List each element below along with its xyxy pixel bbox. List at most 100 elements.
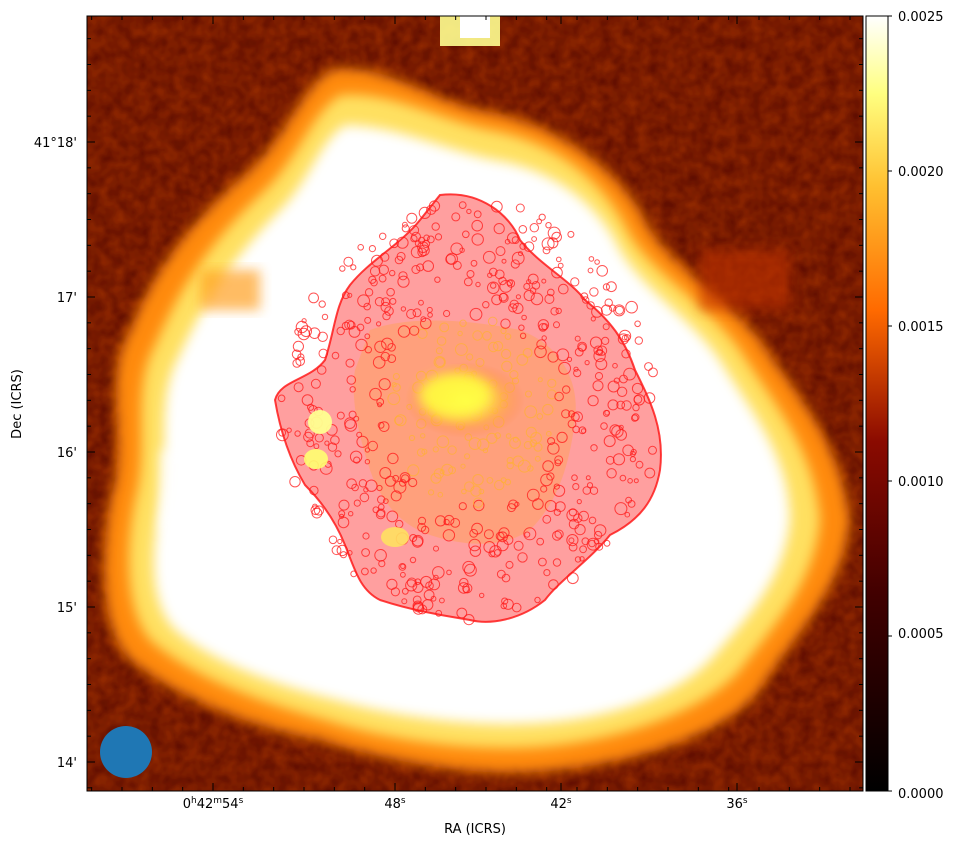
contour-ring: [294, 327, 303, 336]
contour-ring: [434, 515, 447, 527]
contour-ring: [401, 224, 410, 233]
contour-ring: [627, 500, 636, 508]
contour-ring: [494, 432, 502, 439]
contour-ring: [607, 380, 620, 393]
contour-ring: [495, 246, 506, 257]
contour-ring: [468, 437, 482, 451]
contour-ring: [635, 460, 644, 469]
contour-ring: [472, 330, 483, 341]
contour-ring: [524, 531, 531, 538]
contour-ring: [400, 571, 406, 578]
contour-ring: [594, 372, 604, 381]
contour-ring: [470, 485, 482, 497]
contour-ring: [643, 392, 656, 404]
contour-ring: [364, 459, 371, 465]
contour-ring: [589, 486, 599, 495]
contour-ring: [490, 200, 503, 213]
contour-ring: [428, 578, 441, 591]
contour-ring: [550, 307, 559, 316]
contour-ring: [324, 440, 330, 446]
contour-ring: [339, 513, 345, 519]
contour-ring: [457, 582, 470, 594]
contour-ring: [328, 535, 338, 545]
contour-ring: [574, 347, 584, 357]
contour-ring: [515, 203, 525, 213]
contour-ring: [532, 498, 544, 510]
contour-ring: [540, 485, 548, 493]
contour-ring: [292, 358, 302, 368]
contour-ring: [418, 206, 431, 219]
colorbar-frame: [865, 15, 889, 792]
contour-ring: [529, 223, 539, 233]
y-axis: 41°18' 17' 16' 15' 14': [34, 38, 863, 789]
contour-ring: [416, 448, 426, 457]
contour-ring: [613, 304, 626, 317]
contour-ring: [488, 341, 499, 353]
contour-ring: [527, 465, 534, 472]
contour-ring: [452, 260, 462, 270]
contour-ring: [504, 333, 512, 340]
contour-ring: [463, 277, 473, 287]
contour-ring: [595, 348, 604, 356]
contour-ring: [394, 255, 404, 265]
contour-ring: [581, 537, 590, 546]
contour-ring: [304, 428, 315, 439]
contour-ring: [544, 500, 557, 512]
contour-ring: [567, 230, 575, 238]
contour-ring: [471, 233, 484, 246]
contour-ring: [412, 582, 424, 593]
contour-ring: [458, 201, 467, 210]
contour-ring: [297, 327, 310, 341]
contour-ring: [496, 569, 506, 579]
contour-ring: [410, 234, 418, 243]
contour-ring: [327, 442, 338, 452]
contour-ring: [334, 450, 342, 458]
contour-ring: [621, 349, 631, 359]
contour-ring: [556, 431, 568, 443]
y-axis-label: Dec (ICRS): [10, 369, 25, 439]
contour-ring: [570, 277, 580, 287]
contour-ring: [439, 469, 445, 475]
contour-ring: [501, 360, 513, 372]
contour-ring: [633, 478, 639, 484]
colorbar-gradient: [866, 16, 888, 791]
contour-ring: [588, 516, 597, 525]
contour-ring: [586, 301, 595, 310]
contour-ring: [604, 298, 613, 307]
contour-ring: [463, 614, 475, 626]
contour-ring: [555, 307, 562, 315]
contour-ring: [412, 534, 424, 547]
contour-ring: [537, 319, 550, 331]
contour-ring: [531, 281, 541, 290]
contour-ring: [420, 317, 432, 330]
contour-ring: [439, 597, 445, 604]
contour-ring: [631, 414, 639, 422]
contour-ring: [355, 338, 368, 352]
contour-ring: [602, 283, 611, 291]
contour-ring: [372, 506, 380, 514]
contour-ring: [292, 340, 304, 352]
contour-ring: [573, 369, 582, 378]
contour-ring: [400, 563, 406, 569]
contour-ring: [588, 256, 595, 262]
contour-ring: [501, 597, 509, 605]
contour-ring: [644, 362, 653, 371]
contour-ring: [523, 241, 535, 252]
contour-ring: [523, 527, 537, 541]
contour-ring: [547, 237, 559, 249]
contour-ring: [614, 502, 628, 516]
contour-ring: [487, 316, 498, 327]
beam-ellipse: [100, 726, 152, 778]
contour-ring: [557, 262, 564, 269]
contour-ring: [411, 231, 421, 242]
contour-ring: [547, 442, 560, 455]
contour-ring: [542, 246, 551, 255]
contour-ring: [356, 435, 369, 448]
contour-ring: [487, 281, 500, 295]
contour-ring: [311, 507, 323, 519]
contour-ring: [513, 540, 524, 551]
contour-ring: [384, 306, 394, 316]
contour-ring: [337, 516, 350, 529]
contour-ring: [572, 411, 584, 423]
contour-ring: [602, 323, 610, 331]
